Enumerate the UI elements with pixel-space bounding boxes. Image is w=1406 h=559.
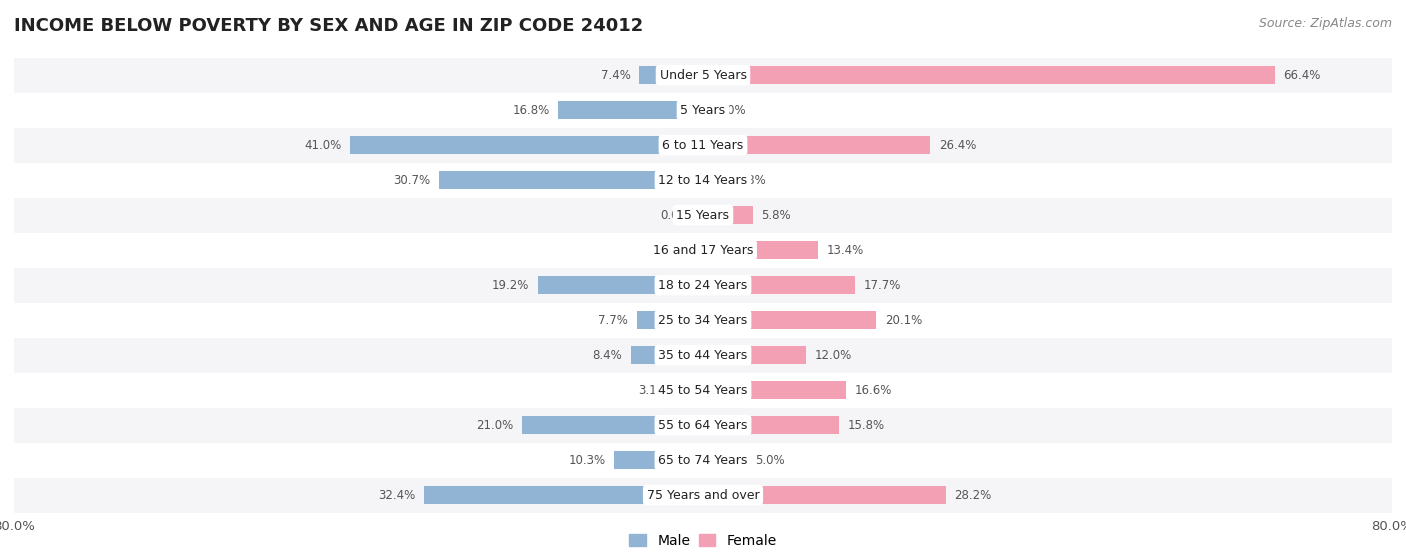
Bar bbox=[614, 451, 703, 469]
Text: 5 Years: 5 Years bbox=[681, 103, 725, 117]
Text: 65 to 74 Years: 65 to 74 Years bbox=[658, 453, 748, 467]
Text: 16.8%: 16.8% bbox=[512, 103, 550, 117]
Bar bbox=[703, 171, 727, 189]
Text: INCOME BELOW POVERTY BY SEX AND AGE IN ZIP CODE 24012: INCOME BELOW POVERTY BY SEX AND AGE IN Z… bbox=[14, 17, 644, 35]
Bar bbox=[703, 206, 754, 224]
Text: 19.2%: 19.2% bbox=[492, 278, 529, 292]
Bar bbox=[14, 127, 1392, 163]
Text: 28.2%: 28.2% bbox=[955, 489, 991, 501]
Bar bbox=[14, 198, 1392, 233]
Text: 5.8%: 5.8% bbox=[762, 209, 792, 221]
Bar bbox=[703, 381, 846, 399]
Bar bbox=[637, 311, 703, 329]
Text: 18 to 24 Years: 18 to 24 Years bbox=[658, 278, 748, 292]
Text: 16.6%: 16.6% bbox=[855, 383, 891, 396]
Bar bbox=[703, 416, 839, 434]
Bar bbox=[703, 276, 855, 294]
Text: 13.4%: 13.4% bbox=[827, 244, 865, 257]
Text: 21.0%: 21.0% bbox=[477, 419, 513, 432]
Text: 6 to 11 Years: 6 to 11 Years bbox=[662, 139, 744, 151]
Text: 10.3%: 10.3% bbox=[568, 453, 606, 467]
Text: 12.0%: 12.0% bbox=[815, 349, 852, 362]
Bar bbox=[537, 276, 703, 294]
Text: 45 to 54 Years: 45 to 54 Years bbox=[658, 383, 748, 396]
Text: 15.8%: 15.8% bbox=[848, 419, 884, 432]
Text: 12 to 14 Years: 12 to 14 Years bbox=[658, 174, 748, 187]
Bar bbox=[558, 101, 703, 119]
Text: 3.1%: 3.1% bbox=[638, 383, 668, 396]
Text: 41.0%: 41.0% bbox=[304, 139, 342, 151]
Bar bbox=[703, 66, 1275, 84]
Text: 15 Years: 15 Years bbox=[676, 209, 730, 221]
Bar bbox=[14, 58, 1392, 93]
Text: 0.0%: 0.0% bbox=[661, 244, 690, 257]
Bar bbox=[439, 171, 703, 189]
Text: 32.4%: 32.4% bbox=[378, 489, 415, 501]
Bar bbox=[14, 372, 1392, 408]
Bar bbox=[14, 443, 1392, 477]
Bar bbox=[350, 136, 703, 154]
Text: 7.7%: 7.7% bbox=[598, 314, 628, 326]
Bar bbox=[425, 486, 703, 504]
Text: 7.4%: 7.4% bbox=[600, 69, 631, 82]
Text: 16 and 17 Years: 16 and 17 Years bbox=[652, 244, 754, 257]
Bar bbox=[14, 477, 1392, 513]
Bar bbox=[14, 233, 1392, 268]
Text: 55 to 64 Years: 55 to 64 Years bbox=[658, 419, 748, 432]
Bar bbox=[522, 416, 703, 434]
Bar bbox=[14, 268, 1392, 302]
Text: 26.4%: 26.4% bbox=[939, 139, 976, 151]
Text: Under 5 Years: Under 5 Years bbox=[659, 69, 747, 82]
Text: 2.8%: 2.8% bbox=[735, 174, 765, 187]
Text: 5.0%: 5.0% bbox=[755, 453, 785, 467]
Text: 66.4%: 66.4% bbox=[1284, 69, 1320, 82]
Text: 0.0%: 0.0% bbox=[661, 209, 690, 221]
Bar bbox=[14, 408, 1392, 443]
Text: 30.7%: 30.7% bbox=[392, 174, 430, 187]
Bar bbox=[14, 302, 1392, 338]
Text: 0.0%: 0.0% bbox=[716, 103, 745, 117]
Bar bbox=[703, 486, 946, 504]
Text: 75 Years and over: 75 Years and over bbox=[647, 489, 759, 501]
Bar bbox=[14, 163, 1392, 198]
Bar bbox=[703, 136, 931, 154]
Bar bbox=[676, 381, 703, 399]
Bar bbox=[703, 451, 747, 469]
Bar bbox=[631, 346, 703, 364]
Bar bbox=[14, 93, 1392, 127]
Bar bbox=[14, 338, 1392, 372]
Bar bbox=[703, 241, 818, 259]
Bar bbox=[703, 311, 876, 329]
Bar bbox=[640, 66, 703, 84]
Text: 25 to 34 Years: 25 to 34 Years bbox=[658, 314, 748, 326]
Text: 8.4%: 8.4% bbox=[592, 349, 621, 362]
Text: 35 to 44 Years: 35 to 44 Years bbox=[658, 349, 748, 362]
Text: 20.1%: 20.1% bbox=[884, 314, 922, 326]
Text: Source: ZipAtlas.com: Source: ZipAtlas.com bbox=[1258, 17, 1392, 30]
Legend: Male, Female: Male, Female bbox=[624, 528, 782, 553]
Bar bbox=[703, 346, 807, 364]
Text: 17.7%: 17.7% bbox=[865, 278, 901, 292]
